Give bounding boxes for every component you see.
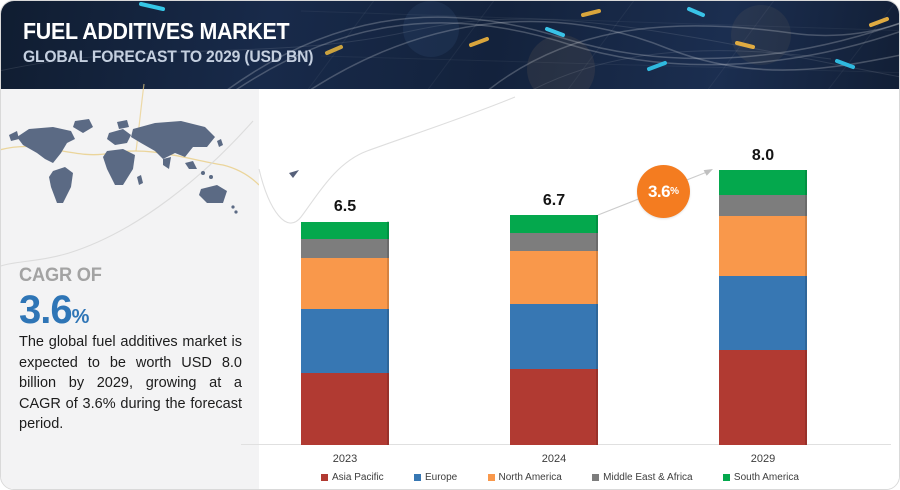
page-title: FUEL ADDITIVES MARKET [23, 18, 290, 44]
legend-label-middle-east-africa: Middle East & Africa [603, 471, 693, 483]
legend: Asia Pacific Europe North America Middle Ea… [321, 470, 799, 484]
legend-marker-north-america [487, 473, 495, 481]
legend-marker-south-america [722, 473, 730, 481]
bar-2024[interactable]: 6.7 2024 [510, 192, 598, 465]
legend-label-south-america: South America [733, 471, 799, 483]
segment-asia-pacific-2029[interactable] [719, 350, 807, 445]
segment-europe-2029[interactable] [719, 276, 807, 351]
legend-item-middle-east-africa[interactable]: Middle East & Africa [592, 471, 693, 483]
segment-middle-east-africa-2024[interactable] [510, 233, 598, 251]
x-axis-label-2029: 2029 [750, 453, 776, 465]
segment-north-america-2024[interactable] [510, 250, 598, 304]
legend-item-asia-pacific[interactable]: Asia Pacific [321, 472, 384, 483]
segment-south-america-2029[interactable] [719, 169, 807, 195]
legend-label-asia-pacific: Asia Pacific [332, 471, 384, 483]
growth-arrow-head [703, 169, 713, 176]
bar-shadow-edge [805, 169, 807, 445]
cagr-value: 3.6% [19, 288, 90, 332]
header-network-decoration [1, 1, 899, 89]
bar-total-label-2029: 8.0 [751, 146, 775, 164]
segment-middle-east-africa-2029[interactable] [719, 194, 807, 217]
segment-north-america-2029[interactable] [719, 216, 807, 277]
segment-asia-pacific-2024[interactable] [510, 369, 598, 445]
legend-item-south-america[interactable]: South America [722, 471, 799, 483]
bar-shadow-edge [387, 221, 389, 445]
segment-south-america-2024[interactable] [510, 214, 598, 234]
legend-marker-europe [413, 473, 421, 481]
bar-2029[interactable]: 8.0 2029 [719, 147, 807, 465]
legend-item-europe[interactable]: Europe [413, 471, 458, 483]
segment-europe-2023[interactable] [301, 309, 389, 373]
cagr-label: CAGR OF [19, 265, 102, 286]
legend-marker-asia-pacific [321, 473, 328, 481]
callout-unit: % [670, 186, 680, 197]
segment-north-america-2023[interactable] [301, 257, 389, 310]
legend-label-europe: Europe [424, 471, 458, 483]
cagr-callout-badge[interactable]: 3.6% [637, 165, 690, 218]
summary-panel: CAGR OF 3.6% The global fuel additives m… [1, 83, 260, 489]
bar-total-label-2023: 6.5 [333, 198, 357, 216]
cagr-block: CAGR OF 3.6% [19, 265, 105, 333]
legend-label-north-america: North America [498, 471, 562, 483]
callout-value: 3.6 [647, 181, 671, 201]
x-axis-label-2024: 2024 [541, 453, 567, 465]
bar-shadow-edge [596, 214, 598, 445]
segment-middle-east-africa-2023[interactable] [301, 238, 389, 258]
header-banner: FUEL ADDITIVES MARKET GLOBAL FORECAST TO… [1, 1, 899, 89]
market-summary-text: The global fuel additives market is expe… [19, 334, 242, 433]
segment-south-america-2023[interactable] [301, 221, 389, 239]
page-subtitle: GLOBAL FORECAST TO 2029 (USD BN) [23, 48, 314, 66]
bar-chart: Asia Pacific Europe North America Middle Ea… [241, 89, 899, 489]
world-map [9, 119, 238, 214]
bar-total-label-2024: 6.7 [542, 191, 566, 209]
segment-asia-pacific-2023[interactable] [301, 372, 389, 445]
legend-item-north-america[interactable]: North America [487, 471, 562, 483]
legend-marker-middle-east-africa [592, 473, 600, 481]
x-axis-label-2023: 2023 [332, 453, 358, 465]
segment-europe-2024[interactable] [510, 303, 598, 370]
plane-icon [289, 170, 299, 178]
bar-2023[interactable]: 6.5 2023 [301, 198, 389, 465]
content: CAGR OF 3.6% The global fuel additives m… [1, 83, 899, 489]
